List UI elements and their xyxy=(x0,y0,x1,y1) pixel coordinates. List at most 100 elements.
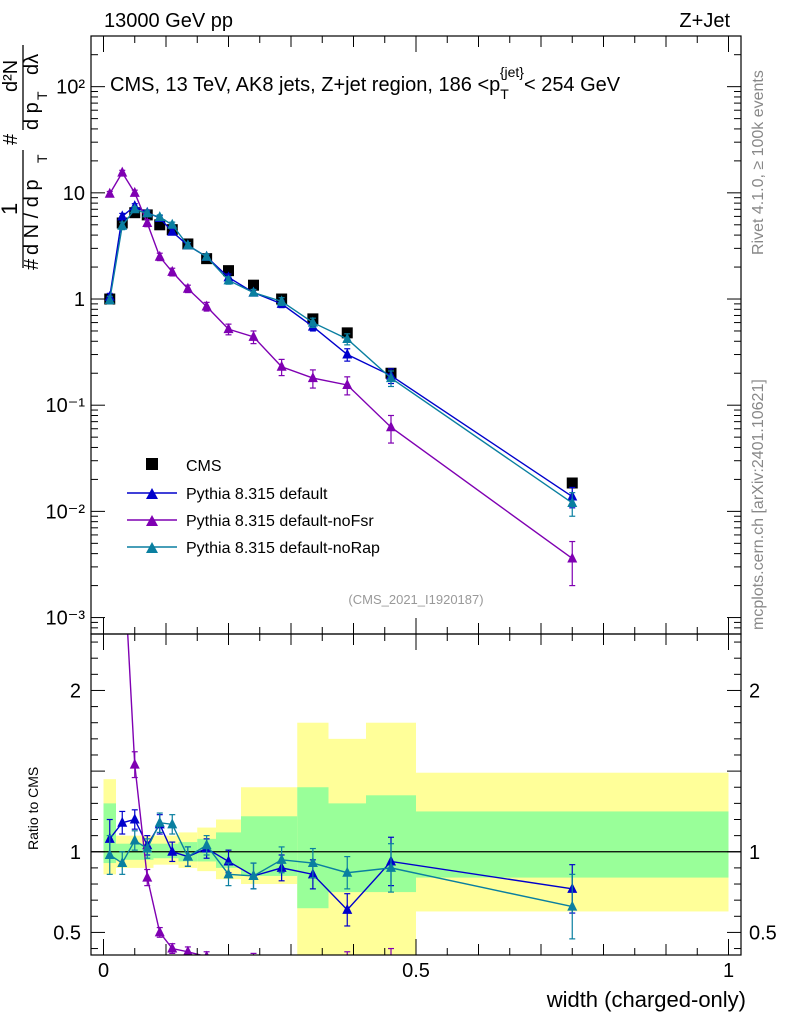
svg-text:d²N: d²N xyxy=(0,60,22,92)
main-point-cms xyxy=(566,477,578,489)
main-point-nofsr xyxy=(223,323,234,334)
header-left: 13000 GeV pp xyxy=(104,10,233,32)
legend-label-default: Pythia 8.315 default xyxy=(186,486,328,503)
ratio-point-default xyxy=(117,816,128,827)
main-line-default xyxy=(109,205,573,498)
main-point-norap xyxy=(386,372,396,383)
ratio-point-norap xyxy=(248,869,259,880)
legend: CMS Pythia 8.315 default Pythia 8.315 de… xyxy=(127,458,380,557)
ratio-line-nofsr xyxy=(127,634,204,955)
ratio-point-nofsr xyxy=(386,957,396,967)
ratio-band-inner xyxy=(153,843,166,859)
main-point-norap xyxy=(142,207,153,218)
ratio-point-nofsr xyxy=(204,950,209,955)
main-y-tick-label: 10² xyxy=(56,77,85,99)
ratio-point-nofsr xyxy=(342,955,352,965)
ratio-point-nofsr xyxy=(154,926,165,937)
ratio-point-nofsr xyxy=(567,976,577,986)
main-point-default xyxy=(167,225,178,236)
main-point-norap xyxy=(167,218,178,229)
ratio-point-nofsr xyxy=(308,962,318,972)
main-point-nofsr xyxy=(154,250,165,261)
ratio-point-norap xyxy=(307,857,318,868)
ratio-point-norap xyxy=(386,861,396,872)
ratio-point-norap xyxy=(567,900,578,911)
svg-text:T: T xyxy=(34,91,50,100)
svg-text:d p: d p xyxy=(21,102,43,130)
main-point-norap xyxy=(201,250,212,261)
main-point-norap xyxy=(307,316,318,327)
main-point-nofsr xyxy=(104,187,115,198)
main-point-nofsr xyxy=(567,552,578,563)
main-point-nofsr xyxy=(117,166,128,177)
main-point-norap xyxy=(104,293,115,304)
ratio-y-tick-label: 0.5 xyxy=(53,922,81,944)
main-point-default xyxy=(117,210,128,221)
legend-marker-norap xyxy=(146,542,158,553)
main-point-norap xyxy=(129,203,140,214)
legend-marker-cms xyxy=(146,458,158,470)
svg-text:1: 1 xyxy=(0,203,22,215)
ratio-point-nofsr xyxy=(129,758,140,769)
ratio-point-norap xyxy=(142,842,153,853)
main-y-tick-label: 1 xyxy=(74,289,85,311)
legend-label-norap: Pythia 8.315 default-noRap xyxy=(186,540,380,557)
main-point-norap xyxy=(342,333,353,344)
main-point-norap xyxy=(182,239,193,250)
ratio-point-norap xyxy=(182,850,193,861)
main-point-norap xyxy=(223,274,234,285)
ratio-point-norap xyxy=(154,816,165,827)
svg-text:#: # xyxy=(21,258,43,270)
ratio-point-default xyxy=(129,813,140,824)
ratio-point-nofsr xyxy=(117,526,127,536)
ratio-point-default xyxy=(342,903,353,914)
x-axis-label: width (charged-only) xyxy=(546,987,746,1012)
ratio-point-nofsr xyxy=(183,945,193,955)
ratio-y-axis-label: Ratio to CMS xyxy=(25,767,41,850)
main-point-nofsr xyxy=(386,421,396,432)
main-point-nofsr xyxy=(142,216,153,227)
main-point-nofsr xyxy=(248,330,259,341)
ratio-point-nofsr xyxy=(277,970,287,980)
legend-label-cms: CMS xyxy=(186,458,222,475)
main-y-axis-label: # 1 d N / d p T # d p T d²N dλ xyxy=(0,45,50,270)
main-y-tick-label: 10⁻³ xyxy=(46,608,86,630)
svg-text:dλ: dλ xyxy=(21,54,43,75)
analysis-watermark: (CMS_2021_I1920187) xyxy=(348,592,483,607)
ratio-point-nofsr xyxy=(167,942,178,953)
main-y-tick-label: 10⁻² xyxy=(46,501,86,523)
ratio-y-tick-label: 1 xyxy=(70,842,81,864)
ratio-y-tick-label: 2 xyxy=(70,680,81,702)
main-y-tick-label: 10 xyxy=(63,183,85,205)
ratio-point-norap xyxy=(129,834,140,845)
main-point-nofsr xyxy=(182,282,193,293)
ratio-point-norap xyxy=(201,839,212,850)
ratio-point-norap xyxy=(117,857,128,868)
main-point-cms xyxy=(223,265,234,277)
main-point-norap xyxy=(276,295,287,306)
rivet-version-label: Rivet 4.1.0, ≥ 100k events xyxy=(750,70,767,255)
main-point-nofsr xyxy=(307,372,318,383)
main-point-norap xyxy=(117,219,128,230)
ratio-y-tick-label-right: 0.5 xyxy=(749,922,777,944)
legend-label-nofsr: Pythia 8.315 default-noFsr xyxy=(186,513,374,530)
main-line-nofsr xyxy=(109,171,573,560)
main-point-norap xyxy=(567,496,578,507)
ratio-x-tick-label: 0 xyxy=(98,960,109,982)
main-point-cms xyxy=(341,327,353,339)
svg-text:d N / d p: d N / d p xyxy=(21,179,43,255)
ratio-point-norap xyxy=(342,866,353,877)
ratio-x-tick-label: 1 xyxy=(723,960,734,982)
ratio-point-nofsr xyxy=(224,962,234,972)
header-right: Z+Jet xyxy=(679,10,730,32)
main-point-cms xyxy=(248,279,259,291)
main-point-norap xyxy=(248,286,259,297)
ratio-point-norap xyxy=(104,848,115,859)
ratio-point-default xyxy=(167,845,178,856)
ratio-point-norap xyxy=(223,868,234,879)
ratio-point-nofsr xyxy=(142,871,153,882)
ratio-point-norap xyxy=(167,818,178,829)
main-point-nofsr xyxy=(276,360,287,371)
main-y-tick-label: 10⁻¹ xyxy=(46,395,86,417)
